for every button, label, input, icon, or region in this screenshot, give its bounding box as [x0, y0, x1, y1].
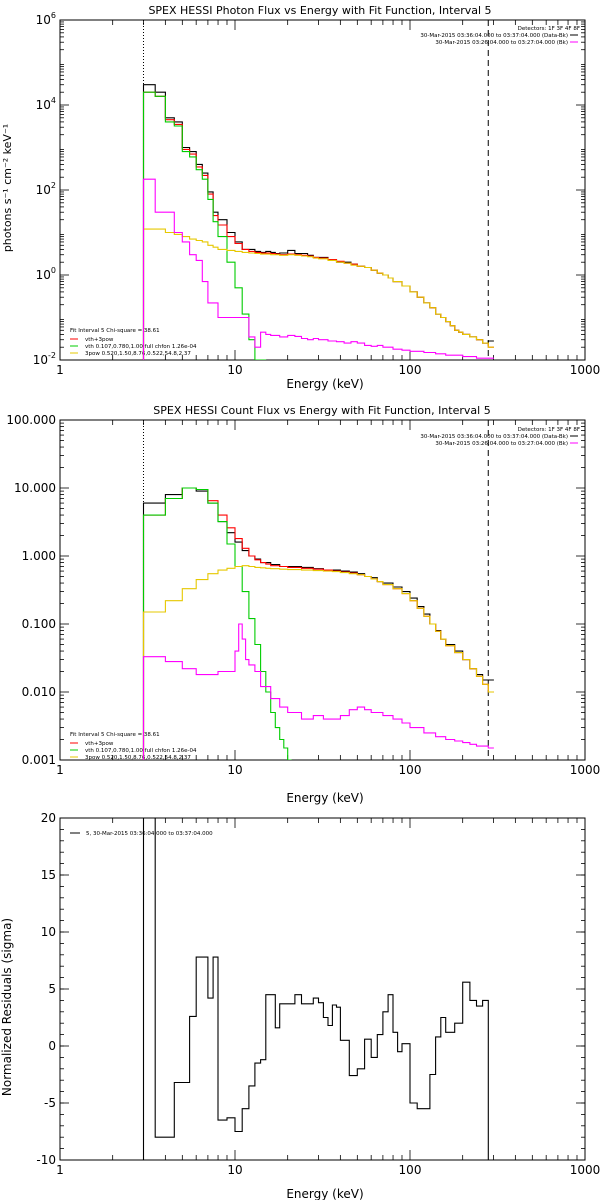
photon-flux-panel: SPEX HESSI Photon Flux vs Energy with Fi… — [1, 4, 600, 391]
residuals-y-tick-label: 15 — [41, 868, 56, 882]
count-flux-y-tick-label: 0.010 — [22, 685, 56, 699]
residuals-y-tick-label: -5 — [44, 1096, 56, 1110]
residuals-x-tick-label: 100 — [399, 1163, 422, 1177]
photon-flux-xlabel: Energy (keV) — [286, 377, 363, 391]
residuals-x-tick-label: 10 — [227, 1163, 242, 1177]
photon-flux-title: SPEX HESSI Photon Flux vs Energy with Fi… — [148, 4, 491, 17]
photon-flux-plot-frame — [59, 19, 586, 361]
photon-flux-x-tick-label: 100 — [399, 363, 422, 377]
residuals-x-tick-label: 1000 — [570, 1163, 600, 1177]
photon-flux-fit-legend: vth+3pow — [85, 337, 114, 343]
residuals-y-tick-label: -10 — [36, 1153, 56, 1167]
count-flux-series-vth-3pow — [142, 487, 494, 760]
count-flux-3pow-legend: 3pow 0.520,1.50,8.76,0.522,54.8,2.37 — [85, 755, 191, 761]
photon-flux-vth-legend: vth 0.107,0.780,1.00 full chfon 1.26e-04 — [85, 344, 197, 350]
count-flux-series-data-bk — [142, 487, 494, 760]
count-flux-vth-legend: vth 0.107,0.780,1.00 full chfon 1.26e-04 — [85, 748, 197, 754]
photon-flux-x-tick-label: 1 — [56, 363, 64, 377]
count-flux-fit-legend: vth+3pow — [85, 741, 114, 747]
count-flux-series-group — [142, 487, 494, 760]
photon-flux-ylabel: photons s⁻¹ cm⁻² keV⁻¹ — [1, 124, 14, 252]
count-flux-bk-legend: 30-Mar-2015 03:26:04.000 to 03:27:04.000… — [435, 441, 568, 447]
residuals-y-tick-label: 10 — [41, 925, 56, 939]
photon-flux-x-tick-label: 1000 — [570, 363, 600, 377]
photon-flux-detectors-label: Detectors: 1F 3F 4F 8F — [518, 26, 580, 32]
photon-flux-series-vth — [142, 91, 267, 360]
residuals-y-tick-label: 0 — [48, 1039, 56, 1053]
count-flux-y-tick-label: 0.100 — [22, 617, 56, 631]
count-flux-xlabel: Energy (keV) — [286, 791, 363, 805]
photon-flux-y-tick-exponent: 0 — [51, 266, 56, 275]
photon-flux-y-tick-exponent: -2 — [48, 351, 56, 360]
photon-flux-y-tick-exponent: 4 — [51, 96, 56, 105]
residuals-series-5-30-mar-2015-03-36-04-000-to-03-37-04-000 — [142, 818, 489, 1160]
count-flux-detectors-label: Detectors: 1F 3F 4F 8F — [518, 427, 580, 433]
count-flux-y-tick-label: 100.000 — [6, 413, 56, 427]
count-flux-title: SPEX HESSI Count Flux vs Energy with Fit… — [153, 404, 490, 417]
count-flux-panel: SPEX HESSI Count Flux vs Energy with Fit… — [6, 404, 600, 805]
photon-flux-y-tick-exponent: 6 — [51, 11, 56, 20]
count-flux-series-vth — [142, 487, 292, 760]
photon-flux-x-tick-label: 10 — [227, 363, 242, 377]
count-flux-x-tick-label: 100 — [399, 763, 422, 777]
count-flux-data-legend: 30-Mar-2015 03:36:04.000 to 03:37:04.000… — [420, 434, 568, 440]
count-flux-x-tick-label: 1 — [56, 763, 64, 777]
count-flux-x-tick-label: 10 — [227, 763, 242, 777]
count-flux-plot-frame — [59, 419, 586, 761]
residuals-ylabel: Normalized Residuals (sigma) — [0, 918, 14, 1096]
count-flux-series-bk — [142, 623, 494, 760]
count-flux-x-tick-label: 1000 — [570, 763, 600, 777]
count-flux-y-tick-label: 0.001 — [22, 753, 56, 767]
count-flux-y-tick-label: 1.000 — [22, 549, 56, 563]
photon-flux-series-3pow — [142, 228, 494, 360]
residuals-y-tick-label: 20 — [41, 811, 56, 825]
residuals-legend: 5, 30-Mar-2015 03:36:04.000 to 03:37:04.… — [86, 831, 213, 837]
photon-flux-bk-legend: 30-Mar-2015 03:26:04.000 to 03:27:04.000… — [435, 40, 568, 46]
count-flux-series-3pow — [142, 565, 494, 760]
count-flux-y-tick-label: 10.000 — [14, 481, 56, 495]
photon-flux-series-group — [142, 84, 494, 360]
residuals-x-tick-label: 1 — [56, 1163, 64, 1177]
photon-flux-y-tick-exponent: 2 — [51, 181, 56, 190]
photon-flux-y-tick-label: 104 — [36, 96, 56, 112]
photon-flux-y-tick-label: 100 — [36, 266, 56, 282]
residuals-y-tick-label: 5 — [48, 982, 56, 996]
photon-flux-3pow-legend: 3pow 0.520,1.50,8.76,0.522,54.8,2.37 — [85, 351, 191, 357]
count-flux-fit-interval-label: Fit Interval 5 Chi-square = 38.61 — [70, 732, 160, 738]
photon-flux-series-data-bk — [142, 84, 494, 360]
residuals-series-group — [142, 818, 489, 1160]
photon-flux-fit-interval-label: Fit Interval 5 Chi-square = 38.61 — [70, 328, 160, 334]
residuals-plot-frame — [59, 817, 586, 1161]
photon-flux-series-bk — [142, 178, 494, 360]
photon-flux-series-vth-3pow — [142, 91, 494, 360]
photon-flux-y-tick-label: 10-2 — [33, 351, 56, 367]
photon-flux-y-tick-label: 102 — [36, 181, 56, 197]
photon-flux-y-tick-label: 106 — [36, 11, 56, 27]
residuals-panel: Normalized Residuals (sigma) Energy (keV… — [0, 811, 600, 1200]
residuals-xlabel: Energy (keV) — [286, 1187, 363, 1200]
photon-flux-data-legend: 30-Mar-2015 03:36:04.000 to 03:37:04.000… — [420, 33, 568, 39]
